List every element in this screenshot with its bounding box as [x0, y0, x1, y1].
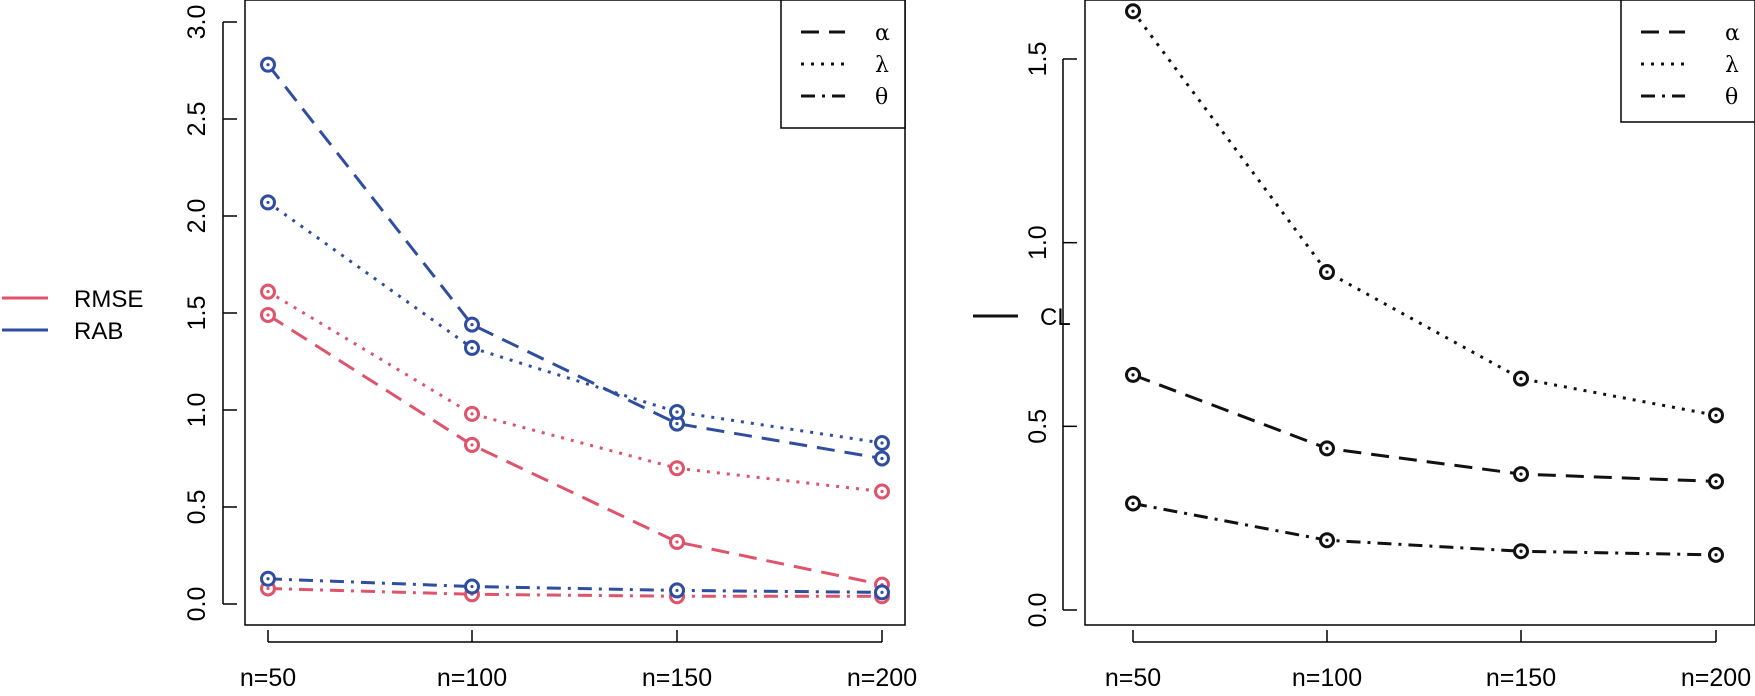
- data-point-center: [675, 421, 679, 426]
- y-tick-label: 3.0: [183, 5, 211, 40]
- data-point-center: [266, 313, 270, 317]
- data-point-center: [470, 412, 474, 416]
- data-point-center: [675, 540, 679, 544]
- x-tick-label: n=150: [1486, 664, 1556, 692]
- x-tick-label: n=100: [437, 664, 507, 692]
- data-point-center: [266, 63, 270, 67]
- y-tick-label: 2.5: [183, 102, 211, 137]
- y-tick-label: 1.5: [1024, 42, 1052, 77]
- outer-legend-left: RMSE RAB: [2, 286, 143, 345]
- rab-legend-label: RAB: [74, 318, 123, 345]
- x-axis-1: n=50 n=100 n=150 n=200: [240, 630, 917, 692]
- series-line-rab: [267, 201, 883, 445]
- y-tick-label: 1.0: [1024, 225, 1052, 260]
- data-point-center: [1519, 472, 1523, 476]
- legend-label: λ: [875, 53, 889, 78]
- series-line-rab: [267, 577, 883, 594]
- outer-legend-right: CL: [973, 304, 1071, 331]
- x-tick-label: n=150: [642, 664, 712, 692]
- legend-label: α: [1725, 21, 1740, 46]
- series-line-cl: [1132, 501, 1717, 557]
- y-tick-label: 2.0: [183, 199, 211, 234]
- y-axis-1: 0.0 0.5 1.0 1.5 2.0 2.5 3.0: [183, 5, 237, 622]
- data-point-center: [1714, 413, 1718, 417]
- legend-label: λ: [1725, 53, 1739, 78]
- legend-label: α: [875, 21, 890, 46]
- data-point-center: [1714, 479, 1718, 484]
- x-tick-label: n=50: [240, 664, 296, 692]
- data-point-center: [1325, 446, 1329, 450]
- x-tick-label: n=200: [1681, 664, 1751, 692]
- data-point-center: [675, 588, 679, 593]
- series-line-rmse: [267, 586, 882, 598]
- data-point-center: [675, 466, 679, 470]
- data-point-center: [880, 456, 884, 461]
- x-tick-label: n=200: [847, 664, 917, 692]
- data-point-center: [1131, 373, 1135, 377]
- chart-panel-1: 0.0 0.5 1.0 1.5 2.0 2.5 3.0 n=50 n=100 n=150 n=20…: [183, 0, 917, 692]
- data-point-center: [880, 489, 884, 494]
- data-point-center: [470, 346, 474, 350]
- data-point-center: [266, 290, 270, 294]
- series-layer-1: [260, 56, 890, 605]
- x-tick-label: n=100: [1292, 664, 1362, 692]
- data-point-center: [1131, 501, 1135, 506]
- y-axis-2: 0.0 0.5 1.0 1.5: [1024, 42, 1077, 628]
- y-tick-label: 0.5: [1024, 409, 1052, 444]
- y-tick-label: 0.0: [1024, 593, 1052, 628]
- y-tick-label: 1.0: [183, 393, 211, 428]
- chart-panel-2: 0.0 0.5 1.0 1.5 n=50 n=100 n=150 n=200 αλθ: [1024, 0, 1755, 692]
- legend-2: αλθ: [1620, 0, 1755, 123]
- data-point-center: [470, 443, 474, 447]
- data-point-center: [880, 441, 884, 445]
- data-point-center: [1519, 549, 1523, 553]
- data-point-center: [1325, 538, 1329, 542]
- data-point-center: [1131, 9, 1135, 13]
- legend-label: θ: [875, 85, 888, 110]
- y-tick-label: 1.5: [183, 296, 211, 331]
- legend-1: αλθ: [780, 0, 906, 129]
- y-tick-label: 0.0: [183, 587, 211, 622]
- cl-legend-label: CL: [1040, 304, 1071, 331]
- legend-box: [1620, 0, 1755, 123]
- data-point-center: [470, 584, 474, 589]
- series-line-cl: [1132, 373, 1717, 483]
- data-point-center: [675, 410, 679, 414]
- data-point-center: [266, 586, 270, 591]
- data-point-center: [880, 590, 884, 594]
- x-tick-label: n=50: [1105, 664, 1161, 692]
- x-axis-2: n=50 n=100 n=150 n=200: [1105, 630, 1751, 692]
- y-tick-label: 0.5: [183, 490, 211, 525]
- legend-label: θ: [1725, 85, 1738, 110]
- series-layer-2: [1125, 3, 1724, 563]
- plot-frame-1: [244, 0, 906, 626]
- rmse-legend-label: RMSE: [74, 286, 143, 313]
- data-point-center: [470, 323, 474, 327]
- data-point-center: [266, 200, 270, 205]
- data-point-center: [1519, 376, 1523, 381]
- data-point-center: [1325, 270, 1329, 274]
- data-point-center: [266, 577, 270, 581]
- series-line-rmse: [267, 313, 883, 587]
- plot-frame-2: [1084, 0, 1755, 626]
- data-point-center: [1714, 553, 1718, 557]
- series-line-cl: [1131, 10, 1717, 417]
- series-line-rmse: [267, 290, 883, 493]
